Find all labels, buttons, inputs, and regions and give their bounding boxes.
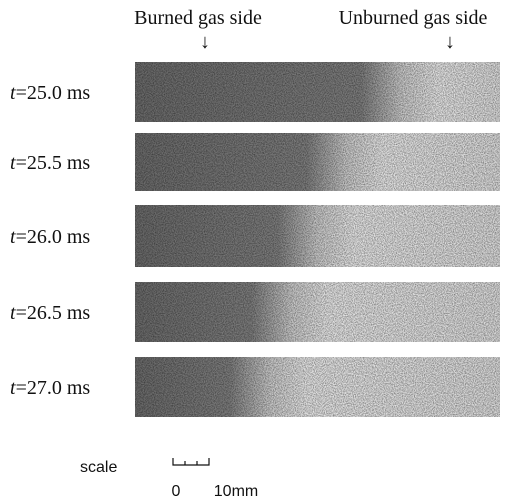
time-var: t [10, 302, 16, 324]
burned-arrow: ↓ [200, 31, 210, 53]
unburned-label: Unburned gas side [339, 7, 488, 29]
time-var: t [10, 377, 16, 399]
time-var: t [10, 226, 16, 248]
time-label: t=26.5 ms [10, 302, 90, 324]
image-texture [135, 205, 500, 267]
time-var: t [10, 152, 16, 174]
image-texture [135, 133, 500, 191]
time-value: =27.0 ms [16, 377, 91, 399]
burned-label: Burned gas side [134, 7, 262, 29]
image-rows: t=25.0 mst=25.5 mst=26.0 mst=26.5 mst=27… [10, 62, 500, 417]
scale-zero: 0 [172, 483, 181, 500]
unburned-arrow: ↓ [445, 31, 455, 53]
image-texture [135, 357, 500, 417]
time-var: t [10, 82, 16, 104]
time-label: t=25.0 ms [10, 82, 90, 104]
time-value: =26.0 ms [16, 226, 91, 248]
time-value: =25.0 ms [16, 82, 91, 104]
time-label: t=27.0 ms [10, 377, 90, 399]
time-value: =25.5 ms [16, 152, 91, 174]
image-texture [135, 62, 500, 122]
scale-length: 10mm [214, 483, 258, 500]
time-label: t=26.0 ms [10, 226, 90, 248]
scale-label: scale [80, 459, 117, 476]
time-value: =26.5 ms [16, 302, 91, 324]
scale-bar [172, 458, 210, 466]
image-texture [135, 282, 500, 342]
time-label: t=25.5 ms [10, 152, 90, 174]
